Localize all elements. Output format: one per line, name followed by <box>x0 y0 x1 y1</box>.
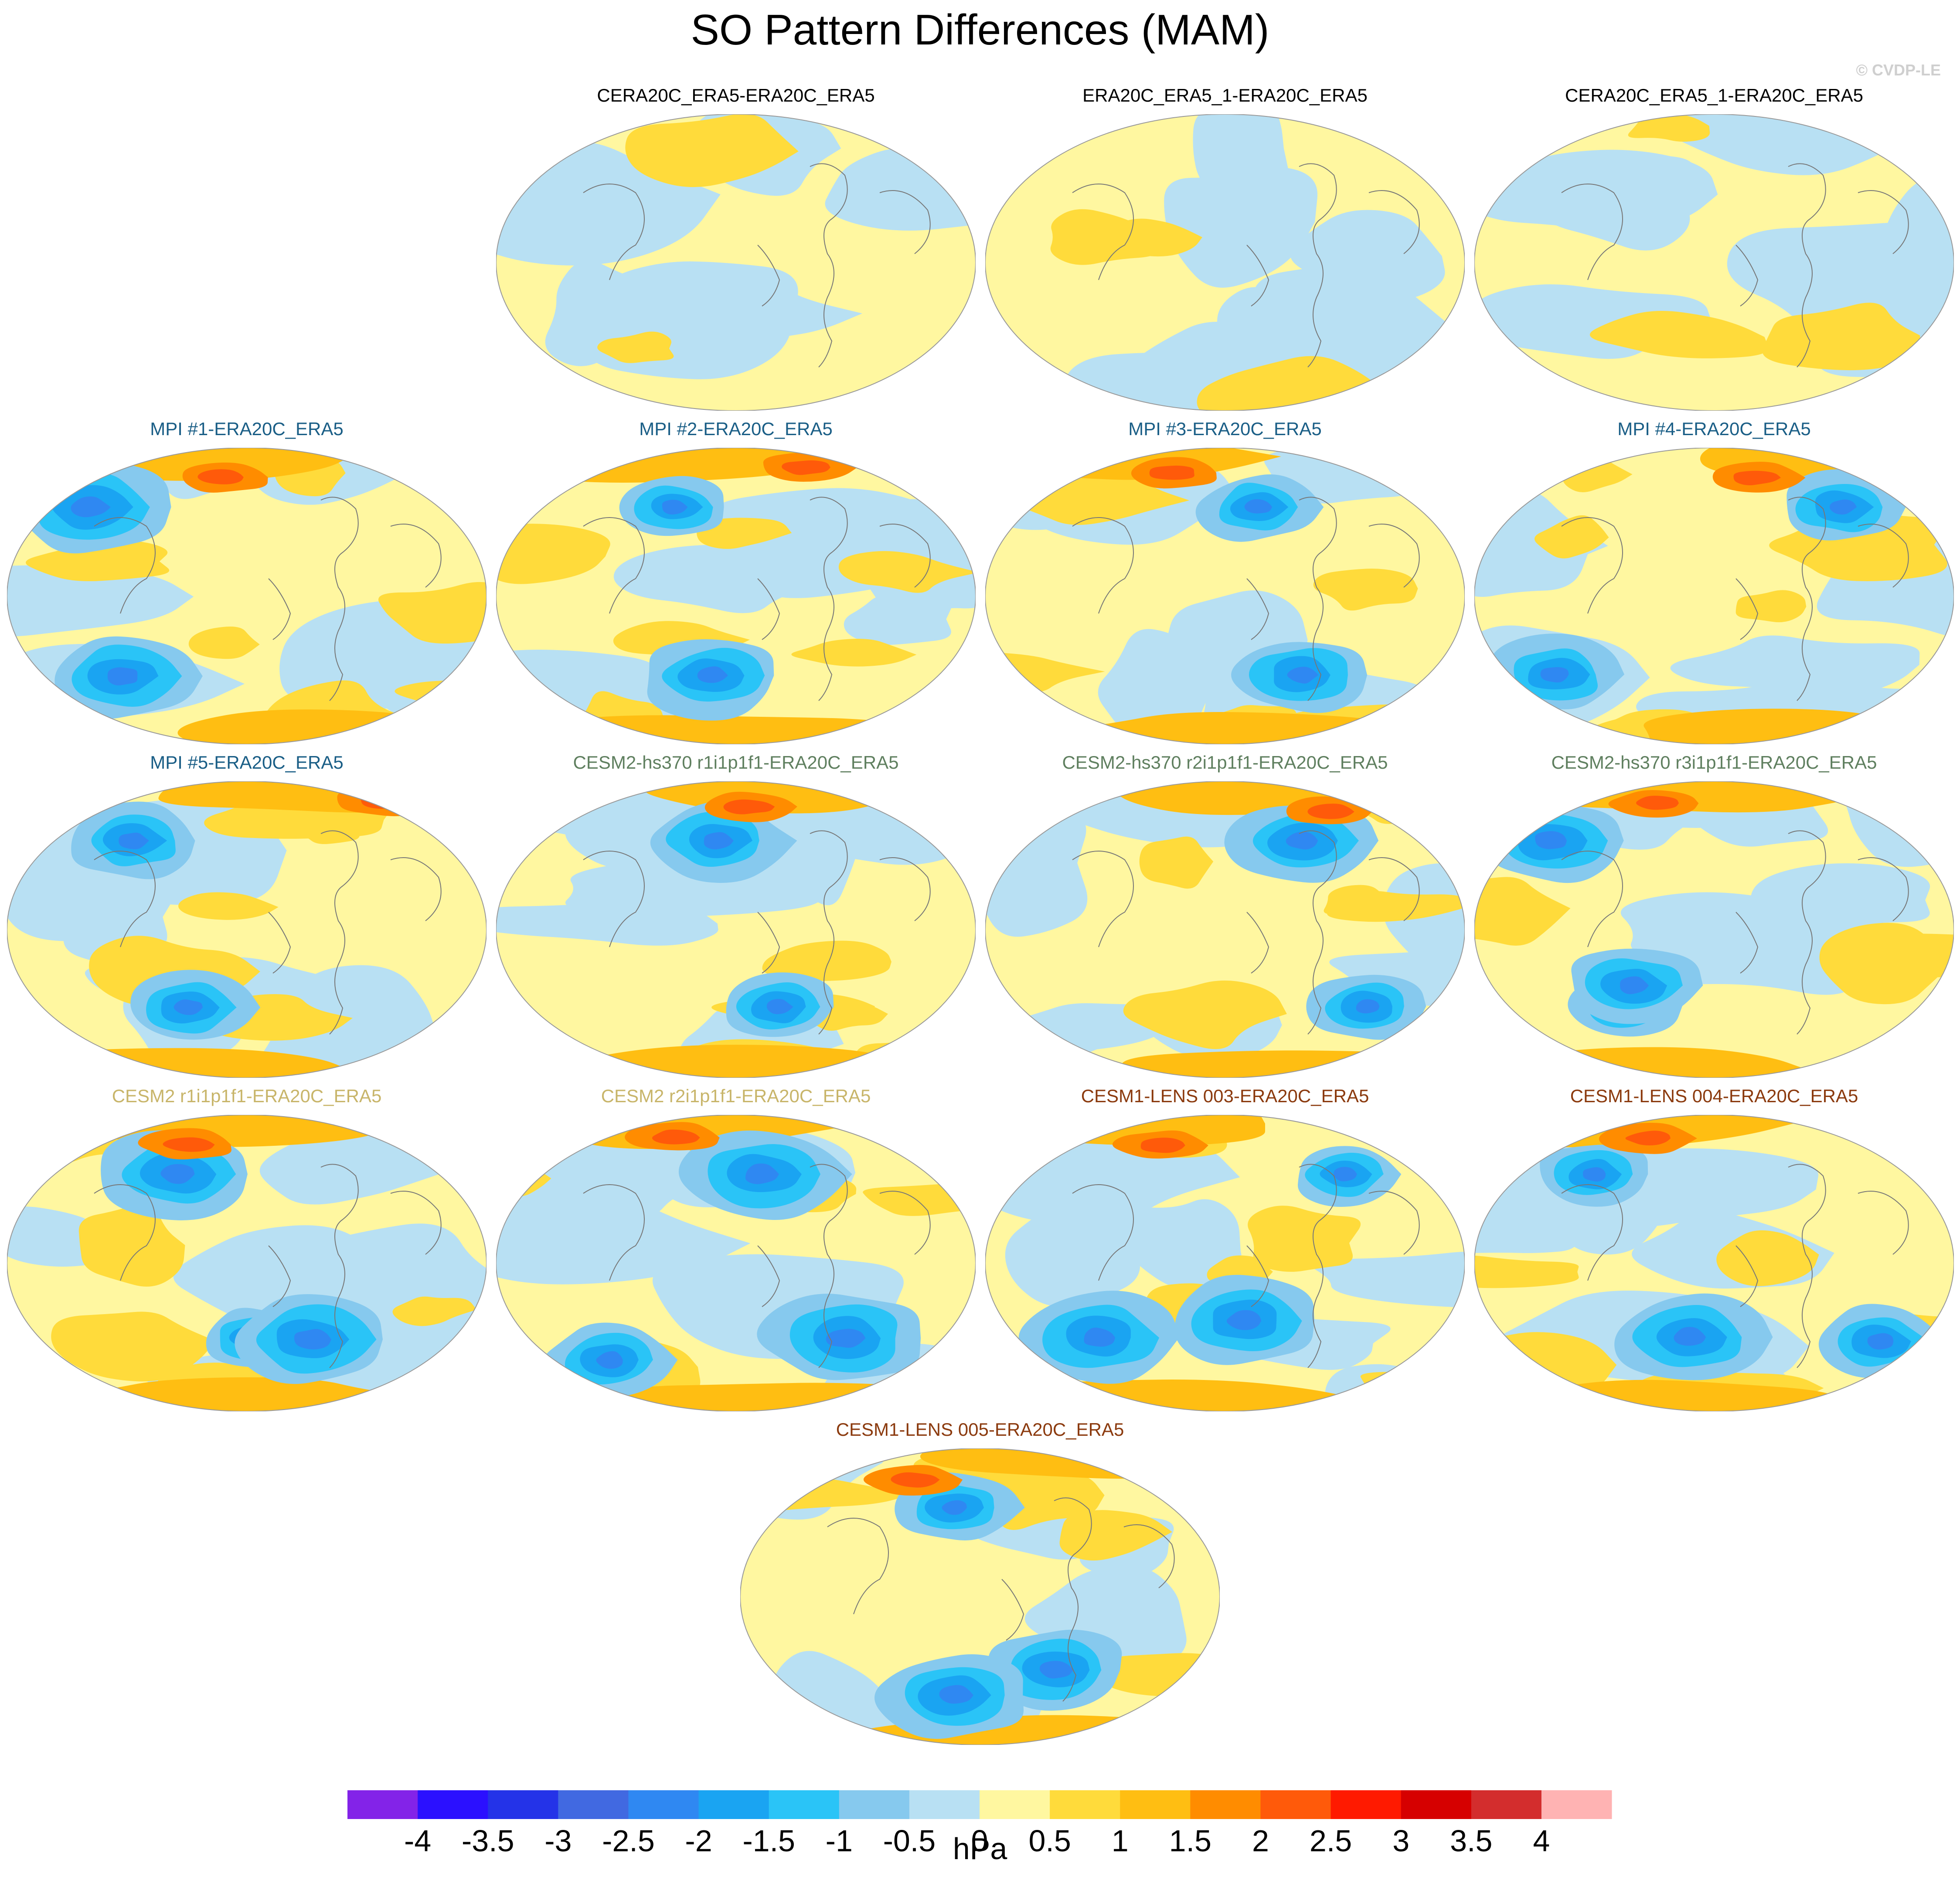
colorbar-tick-label: 3 <box>1392 1824 1410 1858</box>
panel-title: MPI #1-ERA20C_ERA5 <box>150 419 344 439</box>
difference-map <box>985 781 1465 1078</box>
panel-title: MPI #5-ERA20C_ERA5 <box>150 752 344 773</box>
colorbar-units: hPa <box>953 1832 1007 1866</box>
colorbar-tick-label: 3.5 <box>1450 1824 1493 1858</box>
difference-map <box>7 781 487 1078</box>
difference-map <box>985 448 1465 744</box>
panel-title: CESM2-hs370 r2i1p1f1-ERA20C_ERA5 <box>1062 752 1388 773</box>
colorbar-tick-label: 2.5 <box>1309 1824 1352 1858</box>
colorbar-tick-label: 1.5 <box>1169 1824 1211 1858</box>
colorbar-tick-label: 4 <box>1533 1824 1550 1858</box>
colorbar-tick-label: -2 <box>685 1824 712 1858</box>
difference-map <box>985 114 1465 411</box>
difference-map <box>1474 781 1954 1078</box>
panel-title: CESM2-hs370 r3i1p1f1-ERA20C_ERA5 <box>1551 752 1877 773</box>
colorbar-tick-label: -1 <box>825 1824 853 1858</box>
watermark: © CVDP-LE <box>1856 61 1941 79</box>
panel-title: CESM1-LENS 003-ERA20C_ERA5 <box>1081 1086 1369 1106</box>
colorbar-tick-label: 1 <box>1111 1824 1129 1858</box>
colorbar-tick-label: -4 <box>404 1824 432 1858</box>
panel-title: CESM1-LENS 005-ERA20C_ERA5 <box>836 1419 1124 1440</box>
colorbar-tick-label: -3 <box>544 1824 572 1858</box>
colorbar-tick-label: -3.5 <box>461 1824 514 1858</box>
colorbar-tick-label: 0 <box>971 1824 988 1858</box>
panel-title: MPI #4-ERA20C_ERA5 <box>1617 419 1811 439</box>
panel-title: MPI #3-ERA20C_ERA5 <box>1128 419 1322 439</box>
panel-title: CESM2 r2i1p1f1-ERA20C_ERA5 <box>601 1086 871 1106</box>
difference-map <box>1474 114 1954 411</box>
colorbar-tick-label: -1.5 <box>742 1824 795 1858</box>
figure-title: SO Pattern Differences (MAM) <box>691 6 1269 54</box>
panel-title: CESM1-LENS 004-ERA20C_ERA5 <box>1570 1086 1858 1106</box>
difference-map <box>7 1115 487 1411</box>
difference-map <box>496 1115 976 1411</box>
difference-map <box>1474 448 1954 744</box>
panel-title: CESM2-hs370 r1i1p1f1-ERA20C_ERA5 <box>573 752 899 773</box>
difference-map <box>7 448 487 744</box>
panel-title: ERA20C_ERA5_1-ERA20C_ERA5 <box>1082 85 1368 106</box>
colorbar-tick-label: -0.5 <box>883 1824 936 1858</box>
difference-map <box>496 114 976 411</box>
colorbar-tick-label: -2.5 <box>602 1824 655 1858</box>
difference-map <box>496 448 976 744</box>
panel-title: CESM2 r1i1p1f1-ERA20C_ERA5 <box>112 1086 382 1106</box>
panel-title: CERA20C_ERA5_1-ERA20C_ERA5 <box>1565 85 1863 106</box>
difference-map <box>1474 1115 1954 1411</box>
difference-map <box>740 1448 1220 1745</box>
difference-map <box>985 1115 1465 1411</box>
panel-title: CERA20C_ERA5-ERA20C_ERA5 <box>597 85 875 106</box>
difference-map <box>496 781 976 1078</box>
panel-title: MPI #2-ERA20C_ERA5 <box>639 419 833 439</box>
colorbar-tick-label: 2 <box>1252 1824 1269 1858</box>
colorbar-tick-label: 0.5 <box>1028 1824 1071 1858</box>
